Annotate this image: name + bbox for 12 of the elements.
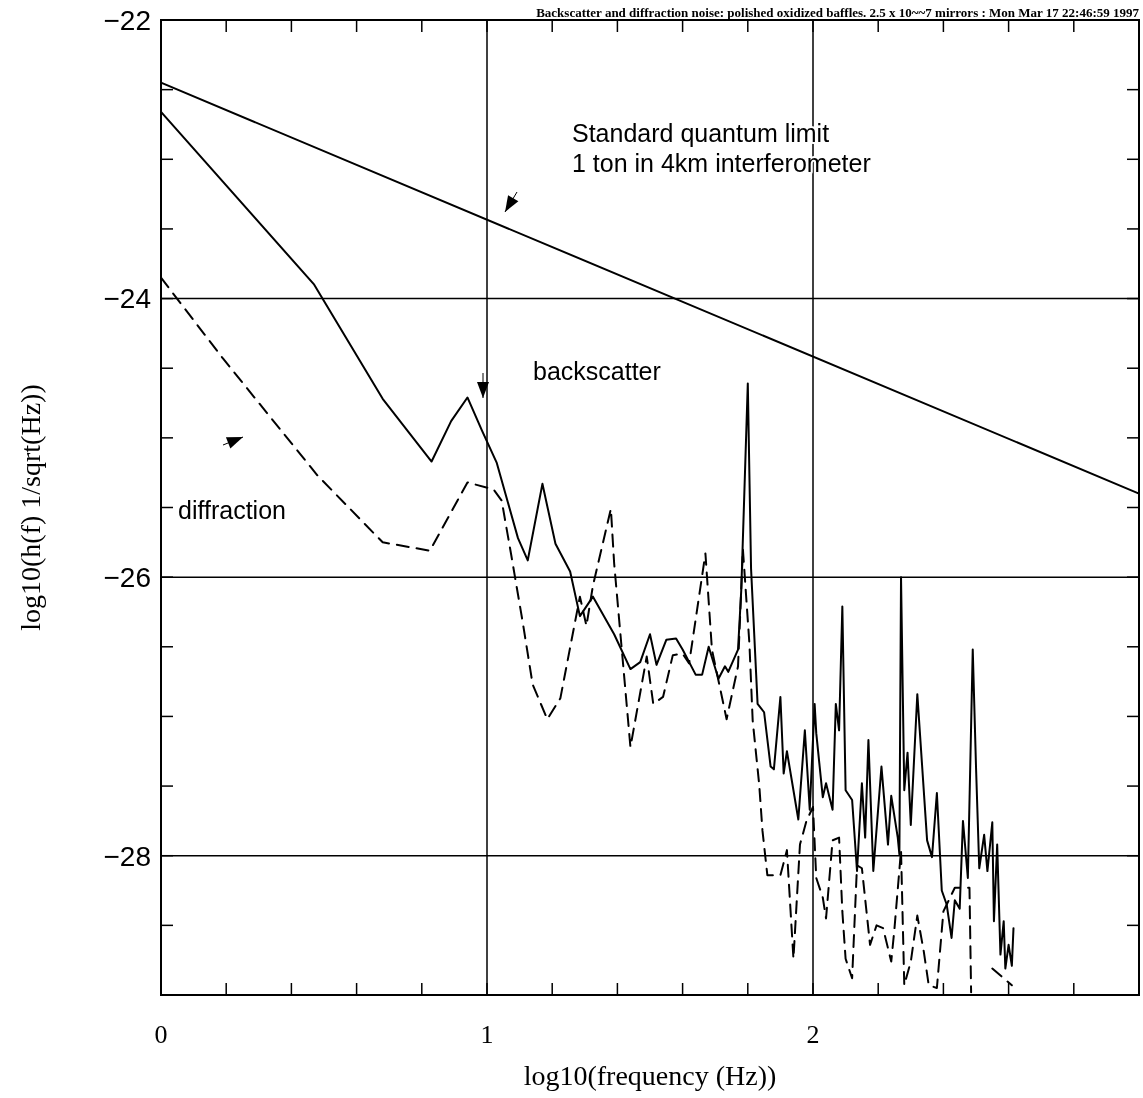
x-tick-label: 0: [154, 1020, 168, 1049]
chart-title: Backscatter and diffraction noise: polished oxidized baffles. 2.5 x 10~~7 mirrors : Mon Mar 17 22:46:59 1997: [536, 5, 1140, 20]
y-tick-label: −28: [103, 840, 151, 872]
x-axis-title: log10(frequency (Hz)): [523, 1060, 777, 1091]
y-axis-title: log10(h(f) 1/sqrt(Hz)): [15, 384, 46, 631]
x-tick-label: 2: [806, 1020, 820, 1049]
y-tick-label: −22: [103, 4, 151, 36]
x-tick-label: 1: [480, 1020, 494, 1049]
annotation: diffraction: [178, 496, 286, 524]
y-tick-label: −24: [103, 283, 151, 315]
annotation: backscatter: [533, 357, 661, 385]
y-tick-label: −26: [103, 561, 151, 593]
